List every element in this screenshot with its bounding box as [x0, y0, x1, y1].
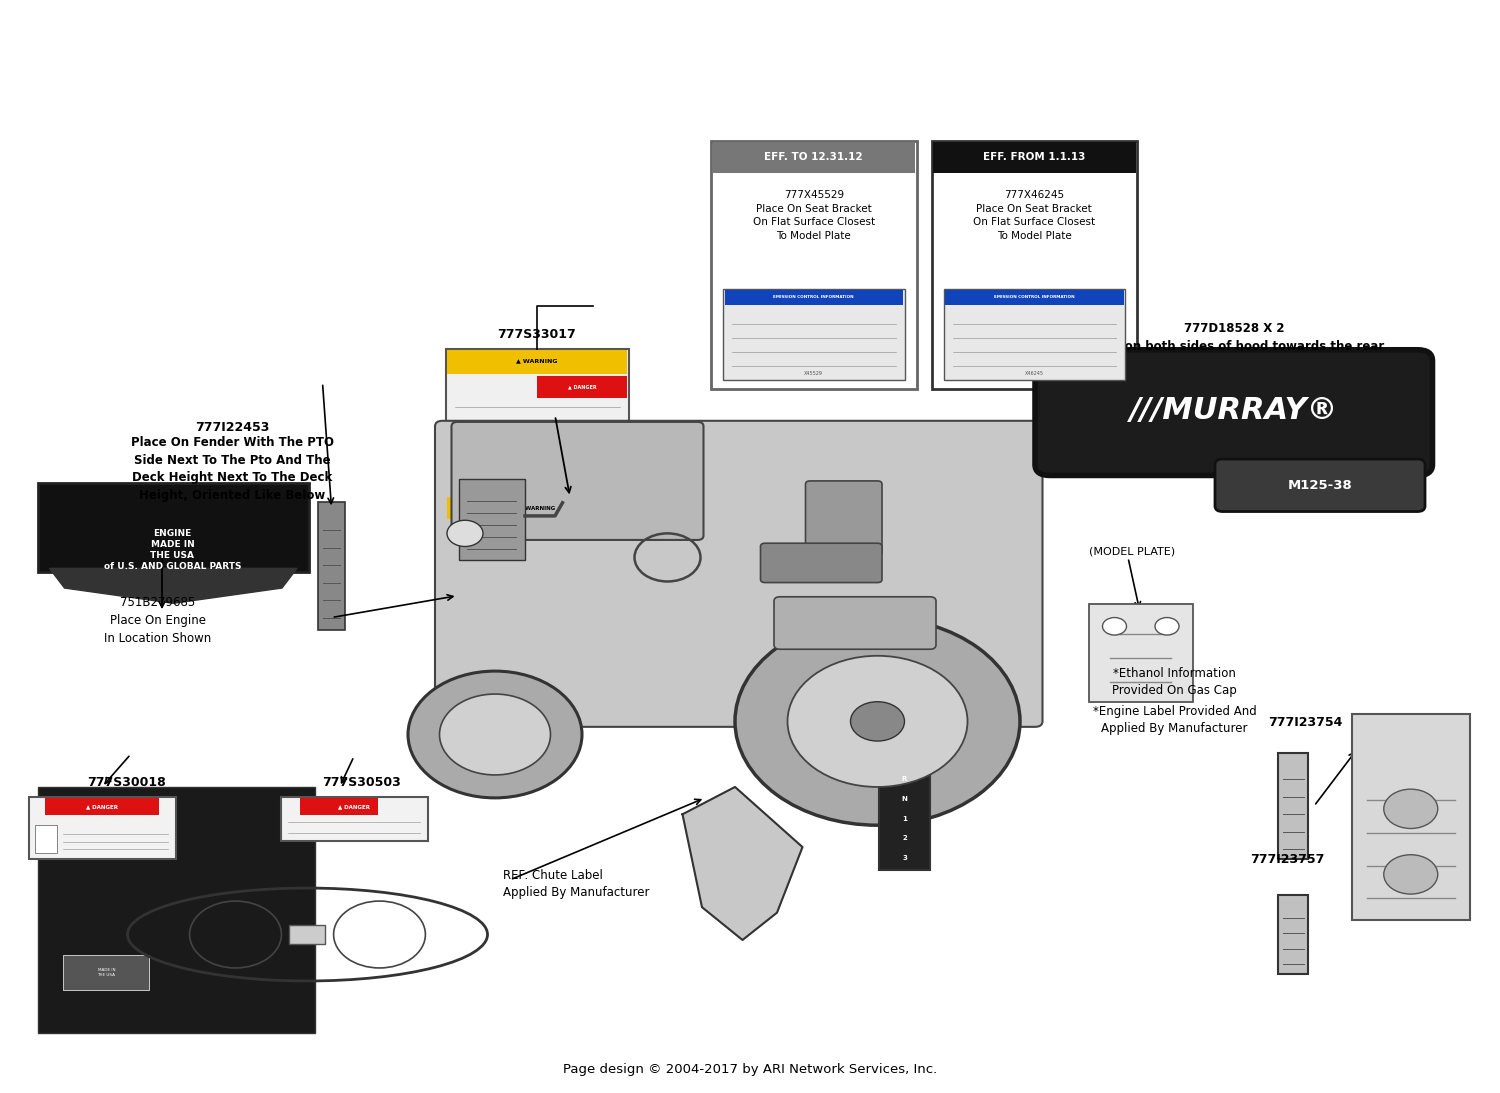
Text: Page design © 2004-2017 by ARI Network Services, Inc.: Page design © 2004-2017 by ARI Network S… [562, 1062, 938, 1076]
Text: 777X45529
Place On Seat Bracket
On Flat Surface Closest
To Model Plate: 777X45529 Place On Seat Bracket On Flat … [753, 190, 874, 240]
FancyBboxPatch shape [1278, 753, 1308, 859]
FancyBboxPatch shape [760, 543, 882, 583]
Text: ▲ WARNING: ▲ WARNING [516, 359, 558, 363]
FancyBboxPatch shape [1215, 459, 1425, 512]
Circle shape [1155, 618, 1179, 635]
Text: MADE IN
THE USA: MADE IN THE USA [98, 968, 116, 977]
FancyBboxPatch shape [447, 497, 627, 519]
Text: ENGINE
MADE IN
THE USA
of U.S. AND GLOBAL PARTS: ENGINE MADE IN THE USA of U.S. AND GLOBA… [104, 529, 242, 572]
Text: EFF. FROM 1.1.13: EFF. FROM 1.1.13 [982, 152, 1086, 163]
Text: M125-38: M125-38 [1287, 479, 1353, 492]
Text: N: N [902, 796, 908, 802]
FancyBboxPatch shape [1035, 350, 1432, 475]
Text: 777I23754: 777I23754 [1268, 716, 1342, 729]
Text: 777D18528 X 2
Place on both sides of hood towards the rear: 777D18528 X 2 Place on both sides of hoo… [1084, 322, 1384, 353]
Text: 777X46245
Place On Seat Bracket
On Flat Surface Closest
To Model Plate: 777X46245 Place On Seat Bracket On Flat … [974, 190, 1095, 240]
FancyBboxPatch shape [932, 141, 1137, 389]
FancyBboxPatch shape [945, 290, 1124, 305]
FancyBboxPatch shape [45, 798, 159, 815]
Text: 777S30503: 777S30503 [322, 776, 402, 789]
Circle shape [1383, 789, 1437, 828]
FancyBboxPatch shape [280, 797, 428, 841]
Polygon shape [50, 568, 297, 603]
FancyBboxPatch shape [724, 290, 903, 305]
Text: EMISSION CONTROL INFORMATION: EMISSION CONTROL INFORMATION [994, 295, 1074, 299]
Text: ARI: ARI [564, 453, 936, 640]
Text: ▲ DANGER: ▲ DANGER [338, 804, 370, 809]
Circle shape [788, 656, 968, 787]
Text: ▲ WARNING: ▲ WARNING [519, 506, 555, 510]
FancyBboxPatch shape [38, 483, 309, 572]
Text: 777I22453: 777I22453 [195, 421, 270, 434]
Text: X46245: X46245 [1024, 371, 1044, 376]
Text: EMISSION CONTROL INFORMATION: EMISSION CONTROL INFORMATION [774, 295, 853, 299]
FancyBboxPatch shape [711, 141, 916, 389]
FancyBboxPatch shape [38, 787, 315, 1033]
Circle shape [1383, 855, 1437, 894]
FancyBboxPatch shape [300, 798, 378, 815]
FancyBboxPatch shape [879, 753, 930, 870]
FancyBboxPatch shape [1352, 714, 1470, 920]
Polygon shape [682, 787, 802, 940]
FancyBboxPatch shape [537, 376, 627, 398]
Text: 777S30018: 777S30018 [87, 776, 165, 789]
Circle shape [440, 694, 550, 775]
Text: 777I23757: 777I23757 [1250, 853, 1324, 866]
Text: 777I22454: 777I22454 [867, 716, 942, 729]
FancyBboxPatch shape [459, 479, 525, 560]
FancyBboxPatch shape [446, 349, 628, 520]
FancyBboxPatch shape [1278, 895, 1308, 974]
Text: 2: 2 [902, 835, 908, 842]
FancyBboxPatch shape [774, 597, 936, 649]
Text: (MODEL PLATE): (MODEL PLATE) [1089, 546, 1176, 556]
FancyBboxPatch shape [1089, 604, 1192, 702]
FancyBboxPatch shape [63, 955, 148, 990]
FancyBboxPatch shape [723, 289, 904, 380]
Circle shape [408, 671, 582, 798]
Text: ▲ DANGER: ▲ DANGER [86, 804, 118, 809]
FancyBboxPatch shape [447, 350, 627, 374]
Text: R: R [902, 776, 908, 783]
FancyBboxPatch shape [944, 289, 1125, 380]
Circle shape [850, 702, 904, 741]
Text: 751B279685
Place On Engine
In Location Shown: 751B279685 Place On Engine In Location S… [104, 596, 212, 645]
FancyBboxPatch shape [435, 421, 1042, 727]
Text: ▲ DANGER: ▲ DANGER [567, 385, 597, 389]
FancyBboxPatch shape [806, 481, 882, 555]
FancyBboxPatch shape [34, 825, 57, 853]
Text: REF: Chute Label
Applied By Manufacturer: REF: Chute Label Applied By Manufacturer [503, 869, 650, 898]
Circle shape [735, 618, 1020, 825]
FancyBboxPatch shape [452, 422, 704, 540]
Circle shape [1102, 618, 1126, 635]
Circle shape [447, 520, 483, 546]
Text: ///MURRAY®: ///MURRAY® [1131, 397, 1338, 425]
Text: *Ethanol Information
Provided On Gas Cap: *Ethanol Information Provided On Gas Cap [1112, 667, 1238, 697]
FancyBboxPatch shape [933, 142, 1136, 173]
Text: 1: 1 [902, 815, 908, 822]
Text: 777S33017: 777S33017 [498, 328, 576, 341]
FancyBboxPatch shape [290, 925, 326, 943]
FancyBboxPatch shape [318, 502, 345, 630]
Text: 3: 3 [902, 855, 908, 861]
FancyBboxPatch shape [712, 142, 915, 173]
FancyBboxPatch shape [28, 797, 176, 859]
Text: X45529: X45529 [804, 371, 824, 376]
Text: *Engine Label Provided And
Applied By Manufacturer: *Engine Label Provided And Applied By Ma… [1092, 705, 1257, 736]
Text: EFF. TO 12.31.12: EFF. TO 12.31.12 [765, 152, 862, 163]
Text: Place On Fender With The PTO
Side Next To The Pto And The
Deck Height Next To Th: Place On Fender With The PTO Side Next T… [130, 419, 334, 502]
